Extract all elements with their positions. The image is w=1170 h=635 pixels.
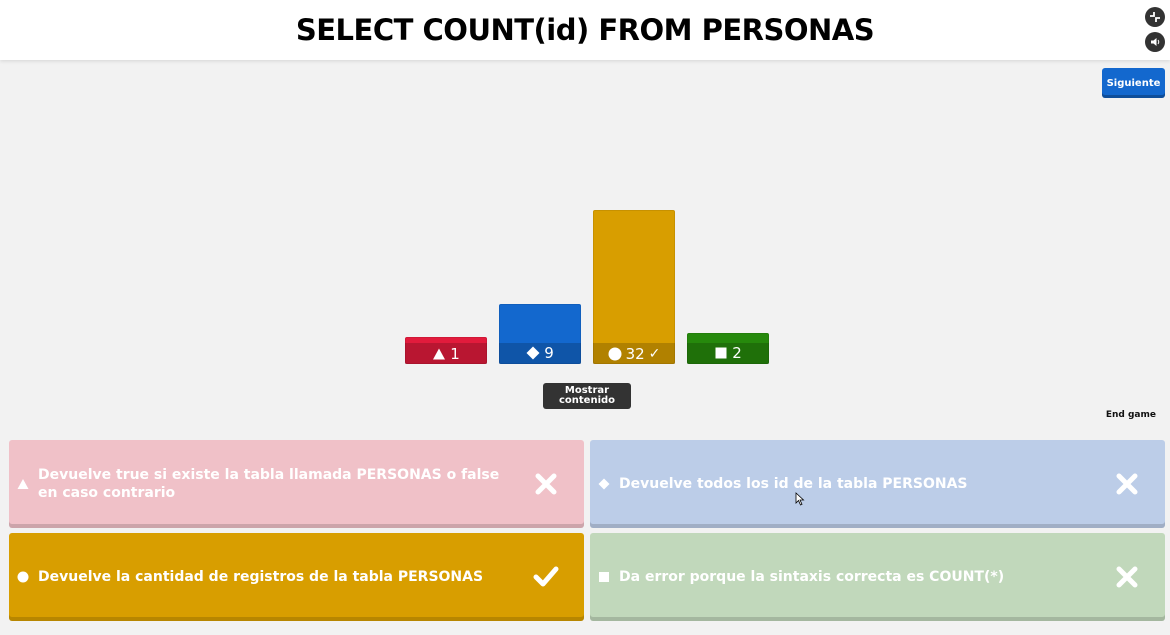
show-content-button[interactable]: Mostrar contenido	[543, 383, 631, 409]
fullscreen-icon	[1150, 12, 1160, 22]
circle-icon	[17, 571, 29, 583]
answer-option-diamond[interactable]: Devuelve todos los id de la tabla PERSON…	[590, 440, 1165, 528]
triangle-icon	[432, 347, 446, 361]
diamond-icon	[598, 478, 610, 490]
chart-bar-triangle: 1	[405, 337, 487, 364]
results-chart: 1 9 32 ✓ 2	[405, 210, 769, 364]
answer-text: Devuelve todos los id de la tabla PERSON…	[619, 476, 968, 492]
question-header: SELECT COUNT(id) FROM PERSONAS	[0, 0, 1170, 60]
correct-check-icon	[532, 563, 560, 591]
incorrect-icon	[1113, 470, 1141, 498]
chart-bar-value: 2	[732, 344, 742, 363]
chart-bar-circle: 32 ✓	[593, 210, 675, 364]
triangle-icon	[17, 478, 29, 490]
mouse-pointer-icon	[795, 492, 805, 506]
answer-text: Devuelve true si existe la tabla llamada…	[38, 467, 500, 501]
answer-text: Devuelve la cantidad de registros de la …	[38, 569, 484, 585]
question-title: SELECT COUNT(id) FROM PERSONAS	[295, 13, 875, 47]
answer-option-square[interactable]: Da error porque la sintaxis correcta es …	[590, 533, 1165, 621]
correct-check-icon: ✓	[648, 345, 661, 362]
speaker-icon	[1151, 38, 1160, 46]
chart-bar-label: 1	[405, 343, 487, 364]
circle-icon	[608, 347, 622, 361]
next-button[interactable]: Siguiente	[1102, 68, 1165, 98]
answer-option-triangle[interactable]: Devuelve true si existe la tabla llamada…	[9, 440, 584, 528]
diamond-icon	[526, 346, 540, 360]
answer-option-circle[interactable]: Devuelve la cantidad de registros de la …	[9, 533, 584, 621]
end-game-link[interactable]: End game	[1105, 410, 1156, 420]
chart-bar-value: 9	[544, 344, 554, 363]
square-icon	[714, 346, 728, 360]
square-icon	[598, 571, 610, 583]
sound-button[interactable]	[1145, 32, 1165, 52]
chart-bar-label: 32 ✓	[593, 343, 675, 364]
incorrect-icon	[1113, 563, 1141, 591]
chart-bar-diamond: 9	[499, 304, 581, 364]
chart-bar-label: 2	[687, 342, 769, 364]
incorrect-icon	[532, 470, 560, 498]
chart-bar-square: 2	[687, 332, 769, 364]
chart-bar-value: 32	[625, 344, 645, 363]
fullscreen-button[interactable]	[1145, 7, 1165, 27]
chart-bar-label: 9	[499, 342, 581, 364]
answer-text: Da error porque la sintaxis correcta es …	[619, 569, 1005, 585]
chart-bar-value: 1	[450, 344, 460, 363]
